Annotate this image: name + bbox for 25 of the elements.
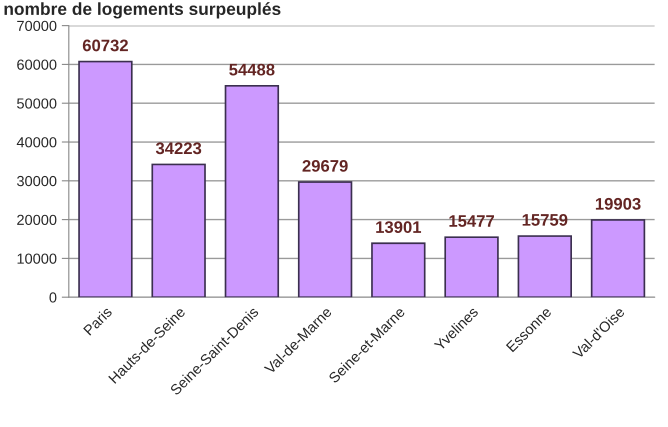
- y-tick-label: 20000: [17, 214, 56, 226]
- bar: [298, 181, 352, 298]
- bar: [78, 60, 133, 298]
- bar: [590, 219, 646, 298]
- bar: [151, 164, 206, 298]
- bar: [371, 242, 426, 298]
- data-label: 54488: [229, 64, 275, 76]
- data-label: 60732: [82, 40, 128, 52]
- data-label: 15759: [522, 214, 568, 226]
- bar: [224, 84, 280, 298]
- data-label: 29679: [302, 160, 348, 172]
- y-tick-label: 40000: [16, 137, 56, 148]
- y-tick-label: 0: [49, 292, 56, 303]
- data-label: 34223: [156, 142, 202, 154]
- bar: [518, 235, 572, 298]
- y-tick-label: 70000: [17, 20, 56, 32]
- data-label: 19903: [596, 198, 641, 210]
- y-tick-label: 10000: [18, 253, 56, 264]
- bar: [444, 236, 499, 298]
- y-tick-label: 60000: [17, 60, 56, 70]
- y-tick-label: 30000: [17, 176, 56, 186]
- data-label: 15477: [449, 215, 494, 227]
- y-tick-label: 50000: [17, 98, 56, 109]
- chart-title: nombre de logements surpeuplés: [4, 2, 280, 19]
- data-label: 13901: [376, 221, 422, 234]
